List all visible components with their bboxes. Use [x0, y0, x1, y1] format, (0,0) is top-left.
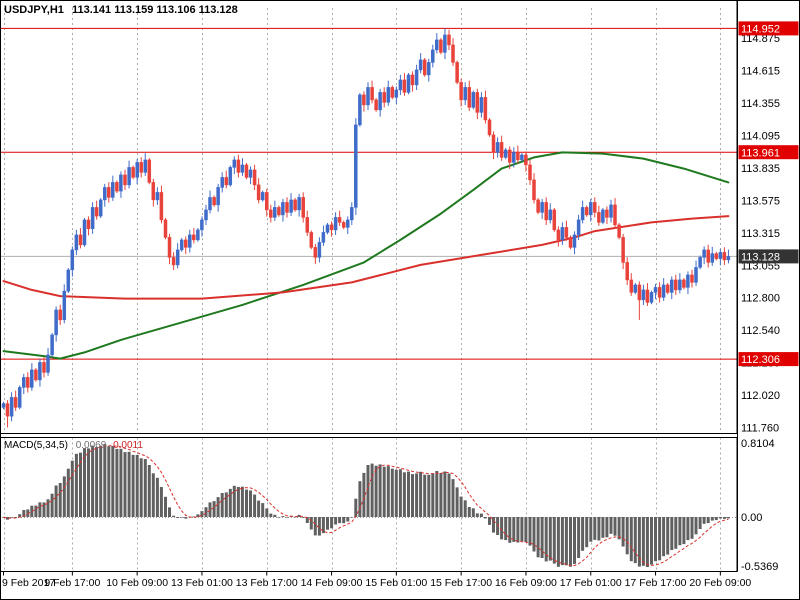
price-tick-label: 114.095 [741, 131, 780, 143]
price-tick-label: 114.875 [741, 33, 780, 45]
price-tick-label: 114.355 [741, 98, 780, 110]
time-tick-label: 9 Feb 17:00 [44, 577, 100, 589]
time-tick-label: 10 Feb 09:00 [106, 577, 168, 589]
macd-main-value: 0.0069 [75, 440, 107, 451]
level-price-tag-label: 112.306 [741, 354, 780, 366]
current-price-tag [738, 249, 799, 264]
price-tick-label: 113.055 [741, 261, 780, 273]
time-tick-label: 14 Feb 09:00 [301, 577, 363, 589]
time-tick-label: 15 Feb 01:00 [365, 577, 427, 589]
level-price-tag-label: 114.952 [741, 23, 780, 35]
ma-flat-red [2, 215, 730, 300]
level-price-tag [738, 21, 799, 36]
time-tick-label: 17 Feb 01:00 [560, 577, 622, 589]
macd-name: MACD(5,34,5) [4, 440, 68, 451]
time-tick-label: 15 Feb 17:00 [430, 577, 492, 589]
time-tick-label: 16 Feb 09:00 [495, 577, 557, 589]
macd-signal-value: 0.0011 [113, 440, 143, 451]
ma-slow-green [2, 151, 730, 360]
macd-tick-label: 0.00 [741, 512, 762, 524]
macd-histogram-series [2, 444, 730, 567]
macd-signal-line [3, 445, 729, 566]
macd-indicator-label: MACD(5,34,5) 0.0069 0.0011 [4, 440, 143, 451]
price-tick-label: 113.575 [741, 196, 780, 208]
macd-tick-label: -0.5369 [741, 561, 778, 573]
chart-title: USDJPY,H1 113.141 113.159 113.106 113.12… [4, 4, 238, 16]
time-tick-label: 17 Feb 17:00 [625, 577, 687, 589]
level-price-tag-label: 113.961 [741, 147, 780, 159]
price-tick-label: 112.800 [741, 292, 780, 304]
price-tick-label: 113.835 [741, 163, 780, 175]
time-tick-label: 13 Feb 17:00 [236, 577, 298, 589]
candlestick-series [1, 28, 731, 428]
price-tick-label: 111.760 [741, 422, 779, 434]
time-tick-label: 20 Feb 09:00 [689, 577, 751, 589]
chart-ohlc-values: 113.141 113.159 113.106 113.128 [71, 4, 238, 16]
time-tick-label: 9 Feb 2017 [2, 577, 55, 589]
price-tick-label: 112.540 [741, 325, 780, 337]
price-tick-label: 114.615 [741, 66, 780, 78]
level-price-tag [738, 352, 799, 367]
price-tick-label: 113.315 [741, 228, 780, 240]
current-price-tag-label: 113.128 [741, 251, 780, 263]
time-tick-label: 13 Feb 01:00 [171, 577, 233, 589]
chart-symbol-period: USDJPY,H1 [4, 4, 64, 16]
level-price-tag [738, 145, 799, 160]
main-plot-border [0, 0, 738, 434]
macd-tick-label: 0.8104 [741, 438, 775, 450]
price-tick-label: 112.020 [741, 390, 780, 402]
time-grid [4, 8, 721, 572]
